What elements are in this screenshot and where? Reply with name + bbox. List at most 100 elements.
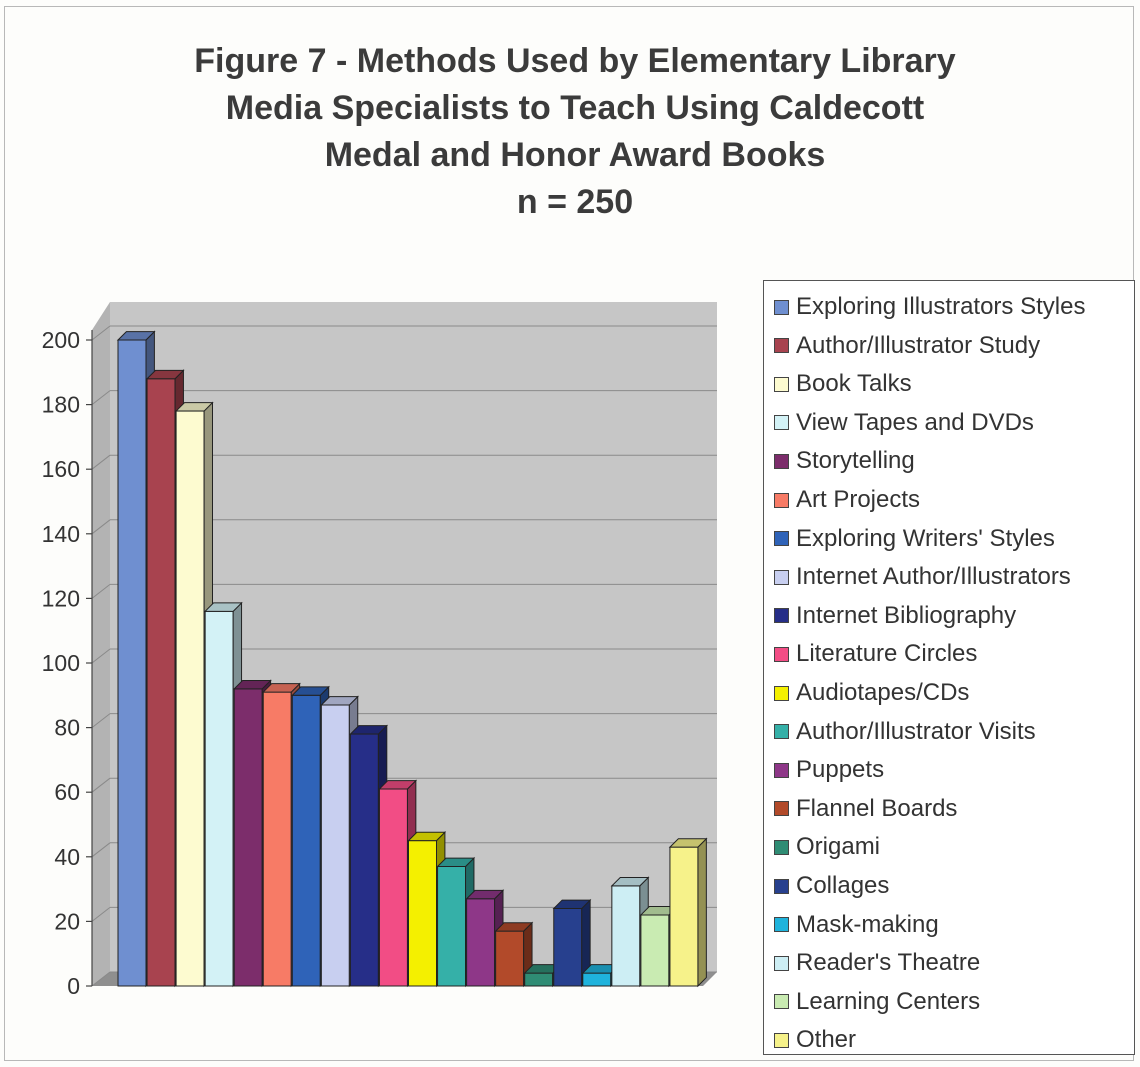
legend-swatch — [774, 453, 789, 469]
y-tick-label: 20 — [54, 908, 80, 934]
bar-top — [494, 922, 534, 932]
bar-top — [552, 899, 592, 909]
y-tick-label: 120 — [42, 585, 80, 611]
legend-swatch — [774, 415, 789, 431]
legend-item: Other — [774, 1022, 856, 1058]
y-tick-label: 140 — [42, 521, 80, 547]
legend-label: Collages — [796, 872, 890, 899]
bar-top — [668, 838, 708, 848]
bars — [116, 330, 708, 988]
bar — [668, 837, 708, 988]
legend-swatch — [774, 531, 789, 547]
gridline-side — [91, 648, 111, 664]
legend-label: View Tapes and DVDs — [796, 408, 1034, 436]
bar-top — [116, 331, 156, 341]
legend-label: Other — [796, 1026, 857, 1054]
legend-item: Author/Illustrator Visits — [774, 714, 1036, 750]
bar-front — [669, 846, 699, 987]
legend-item: Art Projects — [774, 482, 920, 518]
bar-front — [349, 733, 379, 987]
legend-swatch — [774, 608, 789, 624]
gridline-side — [91, 325, 111, 341]
bar-front — [262, 691, 292, 987]
y-tick-label: 60 — [54, 779, 80, 805]
y-axis: 0 20 40 60 80 100 120 140 160 180 200 — [42, 327, 93, 999]
bar-front — [611, 885, 641, 987]
legend-label: Author/Illustrator Study — [796, 331, 1041, 359]
legend-label: Storytelling — [796, 447, 915, 475]
legend-swatch — [774, 1032, 789, 1048]
legend-item: Author/Illustrator Study — [774, 328, 1040, 364]
legend-swatch — [774, 839, 789, 855]
bar-top — [610, 876, 650, 887]
legend-item: Book Talks — [774, 366, 912, 402]
bar-top — [465, 889, 505, 900]
title-line-1: Figure 7 - Methods Used by Elementary Li… — [194, 42, 956, 80]
gridline-side — [91, 777, 111, 793]
legend-item: Learning Centers — [774, 984, 980, 1020]
legend-label: Exploring Illustrators Styles — [796, 293, 1086, 320]
legend-label: Origami — [796, 833, 881, 861]
bar-front — [437, 865, 467, 987]
bar-top — [349, 725, 389, 735]
bar-top — [436, 857, 476, 867]
legend-swatch — [774, 955, 789, 971]
legend-swatch — [774, 646, 789, 662]
bar-front — [146, 378, 176, 987]
y-tick-label: 40 — [54, 844, 80, 870]
legend: Exploring Illustrators Styles Author/Illu… — [763, 280, 1135, 1055]
legend-label: Learning Centers — [796, 987, 981, 1015]
title-line-4: n = 250 — [516, 183, 634, 221]
legend-swatch — [774, 994, 789, 1010]
legend-label: Art Projects — [796, 486, 921, 513]
legend-swatch — [774, 492, 789, 508]
legend-swatch — [774, 724, 789, 740]
y-tick-label: 80 — [54, 715, 80, 741]
legend-label: Mask-making — [796, 910, 939, 938]
bar-top — [407, 831, 447, 842]
gridline-side — [91, 842, 111, 858]
bar-front — [582, 972, 612, 987]
bar-front — [291, 694, 321, 987]
legend-item: Puppets — [774, 752, 884, 788]
gridline-side — [91, 907, 111, 922]
bar-top — [291, 686, 330, 696]
bar-front — [204, 610, 234, 987]
legend-swatch — [774, 376, 789, 392]
legend-item: Origami — [774, 829, 880, 865]
legend-item: Internet Author/Illustrators — [774, 559, 1071, 595]
bar-top — [262, 683, 301, 693]
legend-label: Literature Circles — [796, 640, 978, 668]
legend-label: Exploring Writers' Styles — [796, 524, 1055, 552]
bar-top — [232, 679, 272, 690]
legend-swatch — [774, 801, 789, 817]
title-line-3: Medal and Honor Award Books — [324, 136, 826, 174]
plot-side-wall — [92, 302, 110, 986]
bar-front — [553, 907, 583, 987]
bar-front — [408, 840, 437, 987]
bar — [552, 898, 592, 988]
legend-item: Storytelling — [774, 443, 915, 479]
bar-front — [524, 972, 554, 987]
bar-front — [378, 788, 408, 987]
bar-top — [203, 602, 243, 612]
legend-item: Reader's Theatre — [774, 945, 980, 981]
legend-label: Internet Bibliography — [796, 601, 1017, 629]
y-tick-label: 100 — [42, 650, 80, 676]
bar-front — [640, 914, 670, 987]
bar-top — [145, 369, 185, 380]
legend-item: Audiotapes/CDs — [774, 675, 969, 711]
legend-label: Reader's Theatre — [796, 949, 981, 977]
legend-label: Puppets — [796, 756, 885, 784]
legend-label: Flannel Boards — [796, 794, 958, 822]
gridline-side — [91, 519, 111, 535]
legend-item: Collages — [774, 868, 889, 904]
legend-label: Book Talks — [796, 370, 912, 398]
legend-swatch — [774, 917, 789, 933]
legend-label: Internet Author/Illustrators — [796, 563, 1071, 591]
gridline-side — [91, 390, 111, 405]
legend-swatch — [774, 878, 789, 894]
gridline-side — [91, 713, 111, 728]
legend-swatch — [774, 338, 789, 354]
